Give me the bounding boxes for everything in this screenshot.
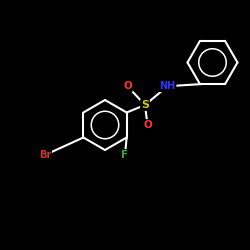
Text: S: S bbox=[141, 100, 149, 110]
Text: O: O bbox=[143, 120, 152, 130]
Text: NH: NH bbox=[160, 81, 176, 91]
Text: Br: Br bbox=[39, 150, 51, 160]
Text: O: O bbox=[123, 81, 132, 91]
Text: F: F bbox=[122, 150, 128, 160]
